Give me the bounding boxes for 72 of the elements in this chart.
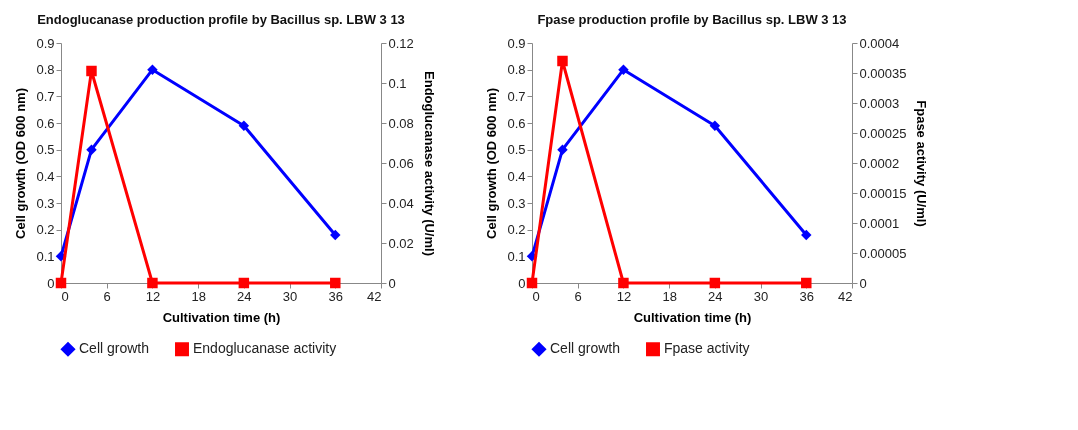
y2-tick-label: 0.08: [388, 115, 414, 131]
y2-tick-label: 0: [859, 275, 867, 291]
y-tick-label: 0: [47, 275, 55, 291]
y-tick-label: 0.9: [507, 35, 526, 51]
x-tick-label: 0: [61, 288, 69, 304]
y2-tick-label: 0.12: [388, 35, 414, 51]
x-tick-label: 18: [662, 288, 677, 304]
x-tick-label: 42: [367, 288, 382, 304]
y-tick-label: 0.7: [36, 88, 55, 104]
point: [86, 144, 97, 155]
point: [709, 120, 721, 131]
y2-tick-label: 0.02: [388, 235, 414, 251]
y2-axis-title: Fpase activity (U/ml): [914, 100, 930, 227]
y-tick-label: 0.4: [507, 168, 526, 184]
y-tick-label: 0.3: [36, 195, 55, 211]
point: [147, 64, 158, 75]
point: [801, 229, 812, 241]
y-tick-label: 0.7: [507, 88, 526, 104]
y-tick-label: 0.1: [507, 248, 526, 264]
x-tick-label: 36: [328, 288, 344, 304]
y-tick-label: 0.9: [36, 35, 55, 51]
y2-tick-label: 0.0004: [859, 35, 900, 51]
y-axis-title: Cell growth (OD 600 nm): [13, 88, 29, 239]
point: [238, 120, 250, 131]
y2-tick-label: 0: [388, 275, 396, 291]
x-tick-label: 18: [191, 288, 206, 304]
y2-tick-label: 0.06: [388, 155, 414, 171]
y-tick-label: 0.8: [507, 62, 526, 78]
x-tick-label: 6: [574, 288, 582, 304]
legend-label: Fpase activity: [664, 340, 750, 357]
x-tick-label: 6: [103, 288, 111, 304]
y-tick-label: 0.2: [507, 222, 526, 238]
y-tick-label: 0.4: [36, 168, 55, 184]
chart-title: Fpase production profile by Bacillus sp. LBW 3 13: [537, 12, 847, 27]
y-tick-label: 0.2: [36, 222, 55, 238]
point: [330, 229, 341, 241]
y2-tick-label: 0.00015: [859, 185, 907, 201]
y-tick-label: 0.6: [507, 115, 526, 131]
y-tick-label: 0.3: [507, 195, 526, 211]
x-tick-label: 24: [708, 288, 723, 304]
y-tick-label: 0.5: [36, 142, 55, 158]
x-tick-label: 0: [532, 288, 540, 304]
y2-tick-label: 0.0001: [859, 215, 900, 231]
y-tick-label: 0.8: [36, 62, 55, 78]
y2-axis-title: Endoglucanase activity (U/ml): [421, 71, 437, 256]
y2-tick-label: 0.00035: [859, 65, 907, 81]
x-tick-label: 36: [799, 288, 815, 304]
legend-label: Endoglucanase activity: [193, 340, 337, 357]
y-tick-label: 0.1: [36, 248, 55, 264]
x-tick-label: 24: [237, 288, 252, 304]
x-axis-title: Cultivation time (h): [633, 309, 752, 325]
legend-label: Cell growth: [550, 340, 621, 357]
x-tick-label: 12: [616, 288, 632, 304]
point: [557, 144, 568, 155]
y-tick-label: 0.5: [507, 142, 526, 158]
y2-tick-label: 0.0003: [859, 95, 900, 111]
legend-label: Cell growth: [79, 340, 150, 357]
y2-tick-label: 0.04: [388, 195, 414, 211]
x-axis-title: Cultivation time (h): [162, 309, 281, 325]
x-tick-label: 30: [753, 288, 769, 304]
y-axis-title: Cell growth (OD 600 nm): [484, 88, 500, 239]
chart-title: Endoglucanase production profile by Bacillus sp. LBW 3 13: [37, 12, 405, 27]
y-tick-label: 0.6: [36, 115, 55, 131]
y2-tick-label: 0.0002: [859, 155, 900, 171]
y2-tick-label: 0.1: [388, 75, 407, 91]
y2-tick-label: 0.00025: [859, 125, 907, 141]
y2-tick-label: 0.00005: [859, 245, 907, 261]
point: [618, 64, 629, 75]
x-tick-label: 42: [838, 288, 853, 304]
x-tick-label: 12: [145, 288, 161, 304]
y-tick-label: 0: [518, 275, 526, 291]
x-tick-label: 30: [282, 288, 298, 304]
